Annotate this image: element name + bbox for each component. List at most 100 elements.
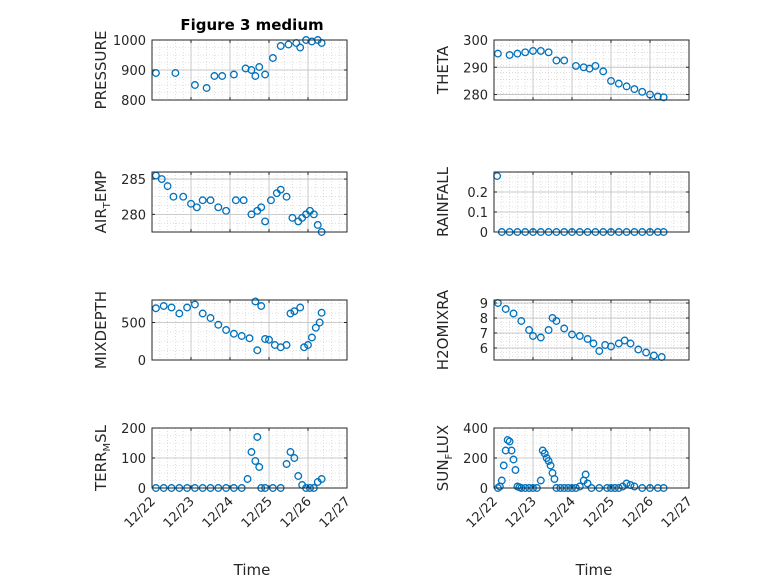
data-point: [282, 460, 291, 468]
subplot-7: 0 100 200 12/22 12/23 12/24 12/25 12/26 12/27 TER…: [92, 422, 354, 531]
data-point: [499, 461, 508, 470]
y-tick-label: 0.2: [467, 186, 488, 201]
x-tick-label: 12/23: [161, 494, 198, 531]
data-point: [214, 203, 223, 212]
y-axis-label: TERRMSL: [92, 424, 113, 492]
data-point: [290, 307, 299, 316]
y-tick-label: 200: [121, 422, 146, 437]
y-axis-label: PRESSURE: [92, 31, 110, 110]
data-point: [638, 87, 647, 96]
data-point: [517, 317, 526, 325]
y-axis-label: SUNFLUX: [434, 425, 455, 491]
data-point: [251, 297, 260, 306]
data-point: [607, 342, 615, 351]
data-point: [171, 69, 180, 77]
data-point: [296, 303, 305, 312]
data-point: [229, 329, 238, 338]
data-point: [239, 196, 248, 205]
data-point: [311, 323, 320, 332]
data-point: [583, 335, 592, 343]
x-tick-label: 12/22: [464, 494, 501, 531]
data-point: [286, 448, 295, 456]
data-point: [284, 40, 293, 49]
y-axis-label: RAINFALL: [434, 166, 452, 237]
x-tick-label: 12/25: [239, 494, 276, 531]
data-point: [198, 309, 207, 318]
data-point: [255, 463, 264, 471]
data-point: [151, 69, 160, 77]
x-tick-label: 12/26: [620, 494, 657, 531]
data-point: [268, 54, 277, 62]
y-tick-label: 1000: [113, 34, 146, 49]
data-point: [589, 339, 598, 348]
y-tick-label: 200: [463, 452, 488, 467]
data-point: [261, 335, 270, 343]
data-point: [288, 213, 297, 222]
data-point: [507, 446, 516, 455]
data-point: [247, 66, 256, 74]
data-point: [175, 309, 184, 318]
y-tick-label: 0: [138, 354, 146, 369]
data-point: [540, 449, 549, 458]
subplot-4: 0 0.1 0.2 RAINFALL: [434, 166, 690, 241]
data-point: [595, 347, 604, 355]
data-point: [626, 339, 635, 348]
data-point: [187, 199, 195, 208]
y-tick-label: 300: [463, 34, 488, 49]
data-point: [247, 448, 256, 456]
data-point: [214, 320, 223, 329]
data-point: [192, 203, 201, 212]
data-point: [493, 49, 502, 58]
data-point: [167, 303, 176, 312]
data-point: [659, 93, 668, 102]
data-point: [237, 332, 246, 340]
data-point: [157, 175, 166, 184]
axes-box: [493, 39, 690, 101]
y-tick-label: 0: [138, 482, 146, 497]
data-point: [257, 203, 266, 212]
data-point: [169, 192, 178, 201]
x-axis-label-left: Time: [233, 561, 271, 579]
x-axis-label-right: Time: [575, 561, 613, 579]
data-point: [552, 317, 561, 325]
data-point: [294, 472, 303, 480]
data-point: [497, 476, 506, 485]
data-point: [261, 70, 270, 79]
data-point: [300, 343, 309, 352]
data-point: [218, 72, 227, 80]
data-point: [642, 348, 651, 357]
data-point: [536, 333, 545, 342]
data-point: [296, 43, 305, 52]
data-point: [265, 335, 273, 344]
data-point: [315, 318, 324, 327]
data-point: [317, 475, 326, 483]
x-tick-label: 12/24: [200, 494, 237, 531]
y-tick-label: 290: [463, 61, 488, 76]
y-tick-label: 7: [480, 327, 488, 342]
y-tick-label: 400: [463, 422, 488, 437]
data-point: [247, 210, 256, 219]
data-point: [649, 351, 658, 360]
data-point: [183, 303, 192, 312]
subplot-2: 280 290 300 THETA: [434, 34, 690, 104]
data-point: [568, 330, 576, 339]
data-point: [521, 48, 530, 57]
data-point: [243, 475, 252, 483]
y-axis-label: MIXDEPTH: [92, 291, 110, 369]
y-axis-label: THETA: [434, 45, 452, 95]
y-tick-label: 0: [480, 482, 488, 497]
y-tick-label: 0.1: [467, 206, 488, 221]
data-point: [546, 461, 555, 470]
data-point: [267, 196, 275, 205]
axes-box: [151, 171, 348, 233]
data-point: [206, 314, 215, 322]
data-point: [560, 56, 569, 65]
data-point: [190, 300, 199, 309]
subplot-3: 280 285 AIRTEMP: [92, 171, 348, 236]
data-point: [544, 457, 553, 465]
data-point: [525, 326, 534, 334]
data-point: [276, 185, 285, 194]
data-point: [313, 220, 322, 229]
data-point: [229, 70, 238, 79]
